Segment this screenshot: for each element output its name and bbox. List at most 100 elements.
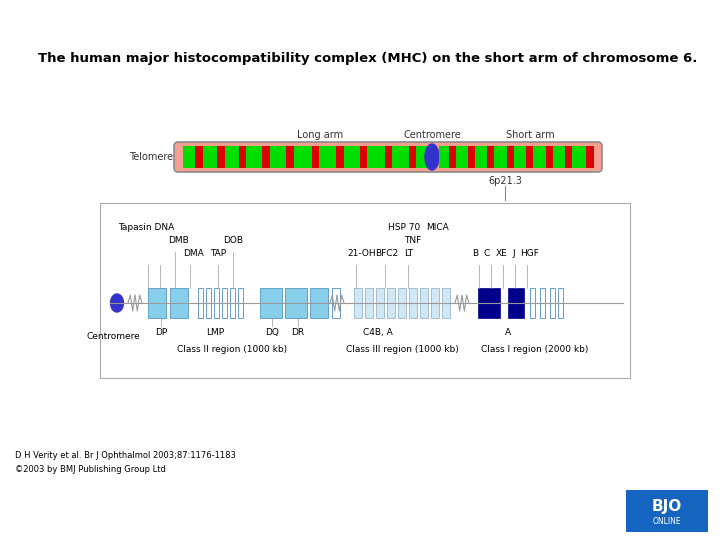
Text: Class I region (2000 kb): Class I region (2000 kb) [481, 345, 589, 354]
Bar [507, 146, 514, 168]
Bar [478, 288, 500, 318]
Bar [553, 146, 565, 168]
Bar [376, 288, 384, 318]
Text: MICA: MICA [426, 223, 449, 232]
Bar [439, 146, 449, 168]
Bar [310, 288, 328, 318]
Bar [360, 146, 367, 168]
Bar [365, 288, 373, 318]
Text: DP: DP [155, 328, 167, 337]
Bar [198, 288, 203, 318]
Bar [262, 146, 270, 168]
Bar [246, 146, 262, 168]
Bar [558, 288, 563, 318]
Text: Centromere: Centromere [403, 130, 461, 140]
Text: DOB: DOB [223, 236, 243, 245]
Bar [170, 288, 188, 318]
Bar [206, 288, 211, 318]
Text: Class III region (1000 kb): Class III region (1000 kb) [346, 345, 459, 354]
Text: Class II region (1000 kb): Class II region (1000 kb) [177, 345, 287, 354]
Text: 21-OH: 21-OH [347, 249, 376, 258]
Bar [398, 288, 406, 318]
Bar [572, 146, 586, 168]
Bar [286, 146, 294, 168]
Bar [514, 146, 526, 168]
Bar [319, 146, 336, 168]
Bar [533, 146, 546, 168]
Bar [336, 146, 344, 168]
Text: Long arm: Long arm [297, 130, 343, 140]
Ellipse shape [425, 144, 439, 170]
Bar [468, 146, 475, 168]
Bar [487, 146, 494, 168]
Bar [148, 288, 166, 318]
Bar [217, 146, 225, 168]
Bar [100, 203, 630, 378]
Bar [312, 146, 319, 168]
Bar [442, 288, 450, 318]
Bar [214, 288, 219, 318]
Bar [392, 146, 409, 168]
Text: TNF: TNF [404, 236, 421, 245]
Bar [367, 146, 385, 168]
Bar [494, 146, 507, 168]
Text: DR: DR [292, 328, 305, 337]
Bar [475, 146, 487, 168]
Bar [260, 288, 282, 318]
Bar [239, 146, 246, 168]
Bar [344, 146, 360, 168]
Text: HSP 70: HSP 70 [388, 223, 420, 232]
Bar [431, 288, 439, 318]
Text: A: A [505, 328, 511, 337]
Bar [183, 146, 195, 168]
Text: HGF: HGF [520, 249, 539, 258]
Text: DMA: DMA [183, 249, 204, 258]
Ellipse shape [110, 294, 124, 312]
Text: C: C [484, 249, 490, 258]
Bar [449, 146, 456, 168]
Bar [238, 288, 243, 318]
Bar [550, 288, 555, 318]
Bar [230, 288, 235, 318]
Text: The human major histocompatibility complex (MHC) on the short arm of chromosome : The human major histocompatibility compl… [38, 52, 698, 65]
Bar [456, 146, 468, 168]
Bar [387, 288, 395, 318]
Bar [586, 146, 594, 168]
Bar [526, 146, 533, 168]
Bar [530, 288, 535, 318]
Bar [270, 146, 286, 168]
Text: ©2003 by BMJ Publishing Group Ltd: ©2003 by BMJ Publishing Group Ltd [15, 465, 166, 474]
Bar [294, 146, 312, 168]
Text: ONLINE: ONLINE [653, 517, 681, 526]
Bar [540, 288, 545, 318]
Text: Centromere: Centromere [86, 332, 140, 341]
FancyBboxPatch shape [174, 142, 602, 172]
Text: J: J [512, 249, 515, 258]
Text: LT: LT [404, 249, 413, 258]
Bar [385, 146, 392, 168]
Bar [354, 288, 362, 318]
Text: Short arm: Short arm [505, 130, 554, 140]
Bar [225, 146, 239, 168]
Bar [420, 288, 428, 318]
Bar [285, 288, 307, 318]
Text: Tapasin DNA: Tapasin DNA [118, 223, 174, 232]
Bar [222, 288, 227, 318]
Text: C4B, A: C4B, A [363, 328, 393, 337]
Text: Telomere: Telomere [129, 152, 173, 162]
Bar [508, 288, 524, 318]
Bar [565, 146, 572, 168]
Text: 6p21.3: 6p21.3 [488, 176, 522, 186]
Text: DMB: DMB [168, 236, 189, 245]
Text: LMP: LMP [206, 328, 224, 337]
Text: B: B [472, 249, 478, 258]
Bar [195, 146, 203, 168]
Text: XE: XE [496, 249, 508, 258]
Bar [416, 146, 428, 168]
Text: BJO: BJO [652, 498, 682, 514]
Text: BFC2: BFC2 [375, 249, 398, 258]
Bar [626, 490, 708, 532]
Bar [203, 146, 217, 168]
Bar [409, 288, 417, 318]
Text: DQ: DQ [265, 328, 279, 337]
